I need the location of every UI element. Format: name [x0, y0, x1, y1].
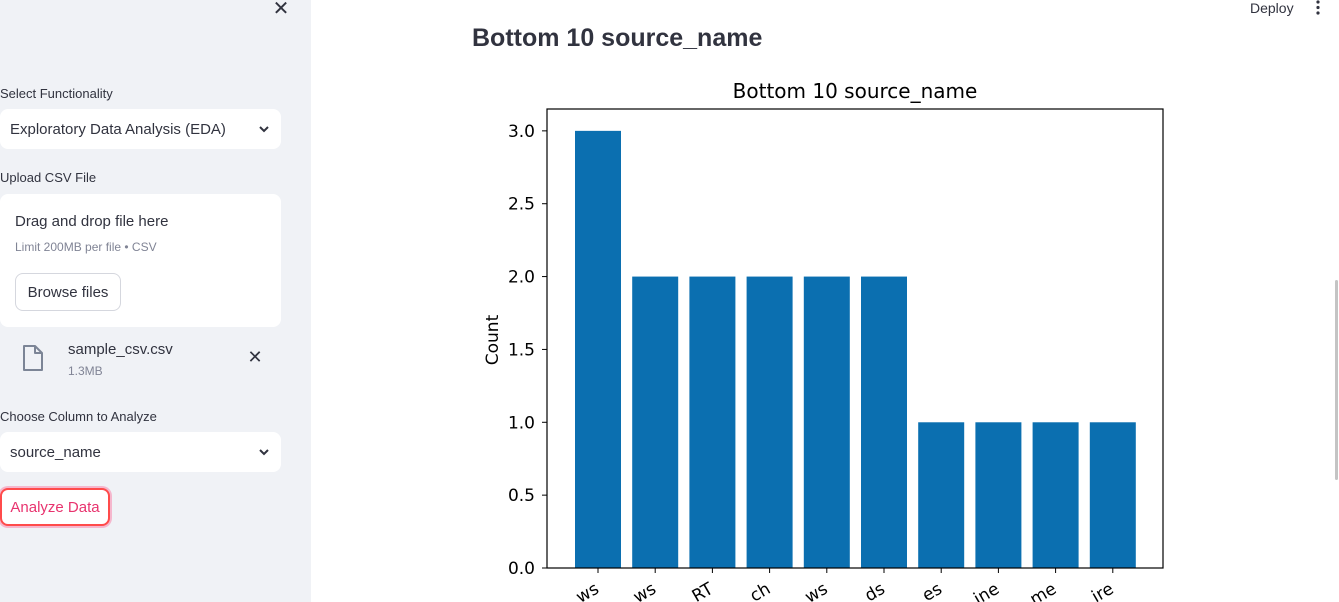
- chevron-down-icon: [259, 449, 269, 456]
- column-label: Choose Column to Analyze: [0, 409, 157, 424]
- x-tick-label: RT: [689, 579, 718, 602]
- chart-bar: [746, 276, 793, 568]
- x-tick-label: ine: [970, 579, 1002, 602]
- uploaded-file-size: 1.3MB: [68, 364, 103, 378]
- functionality-value: Exploratory Data Analysis (EDA): [10, 120, 226, 138]
- plot-frame: [546, 108, 1164, 569]
- chart-bar: [861, 276, 907, 568]
- functionality-label: Select Functionality: [0, 86, 113, 101]
- column-value: source_name: [10, 443, 101, 461]
- upload-label: Upload CSV File: [0, 170, 97, 185]
- x-tick-label: ws: [630, 579, 660, 602]
- y-tick-label: 1.0: [508, 413, 535, 433]
- x-tick-label: ire: [1088, 579, 1117, 602]
- scrollbar[interactable]: [1335, 280, 1338, 480]
- sidebar: ✕ Select Functionality Exploratory Data …: [0, 0, 311, 602]
- x-tick-label: es: [919, 579, 946, 602]
- x-tick-label: me: [1027, 579, 1060, 602]
- uploaded-file-name: sample_csv.csv: [68, 341, 173, 358]
- chevron-down-icon: [259, 126, 269, 133]
- x-tick-label: ds: [861, 579, 888, 602]
- y-tick-label: 2.5: [508, 195, 535, 215]
- y-tick-label: 0.5: [508, 486, 535, 506]
- x-tick-label: ch: [747, 579, 774, 602]
- x-tick-label: ws: [573, 579, 603, 602]
- chart-bar: [803, 276, 850, 568]
- browse-files-button[interactable]: Browse files: [15, 273, 121, 311]
- deploy-button[interactable]: Deploy: [1250, 0, 1294, 16]
- file-dropzone[interactable]: Drag and drop file here Limit 200MB per …: [0, 194, 281, 327]
- file-icon: [23, 345, 43, 371]
- chart-bar: [918, 422, 965, 568]
- analyze-data-button[interactable]: Analyze Data: [0, 488, 110, 526]
- chart-y-axis-label: Count: [483, 314, 503, 365]
- chart-bar: [632, 276, 679, 568]
- close-icon[interactable]: ✕: [272, 0, 290, 20]
- page-title: Bottom 10 source_name: [472, 24, 763, 52]
- x-tick-label: ws: [802, 579, 832, 602]
- chart-bar: [689, 276, 736, 568]
- remove-file-icon[interactable]: ✕: [247, 347, 263, 367]
- functionality-select[interactable]: Exploratory Data Analysis (EDA): [0, 109, 281, 149]
- bar-chart: Bottom 10 source_name Count 0.0 0.5 1.0 1.5…: [483, 79, 1164, 602]
- y-tick-label: 3.0: [508, 122, 535, 142]
- column-select[interactable]: source_name: [0, 432, 281, 472]
- upload-limit-text: Limit 200MB per file • CSV: [15, 240, 157, 254]
- y-tick-label: 0.0: [508, 559, 535, 579]
- kebab-menu-icon[interactable]: [1312, 0, 1324, 16]
- chart-title: Bottom 10 source_name: [733, 79, 978, 103]
- y-tick-label: 2.0: [508, 268, 535, 288]
- chart-bar: [1032, 422, 1079, 568]
- chart-bar: [575, 130, 621, 568]
- y-tick-label: 1.5: [508, 340, 535, 360]
- chart-bar: [1089, 422, 1136, 568]
- drag-drop-text: Drag and drop file here: [15, 213, 169, 230]
- chart-bar: [975, 422, 1022, 568]
